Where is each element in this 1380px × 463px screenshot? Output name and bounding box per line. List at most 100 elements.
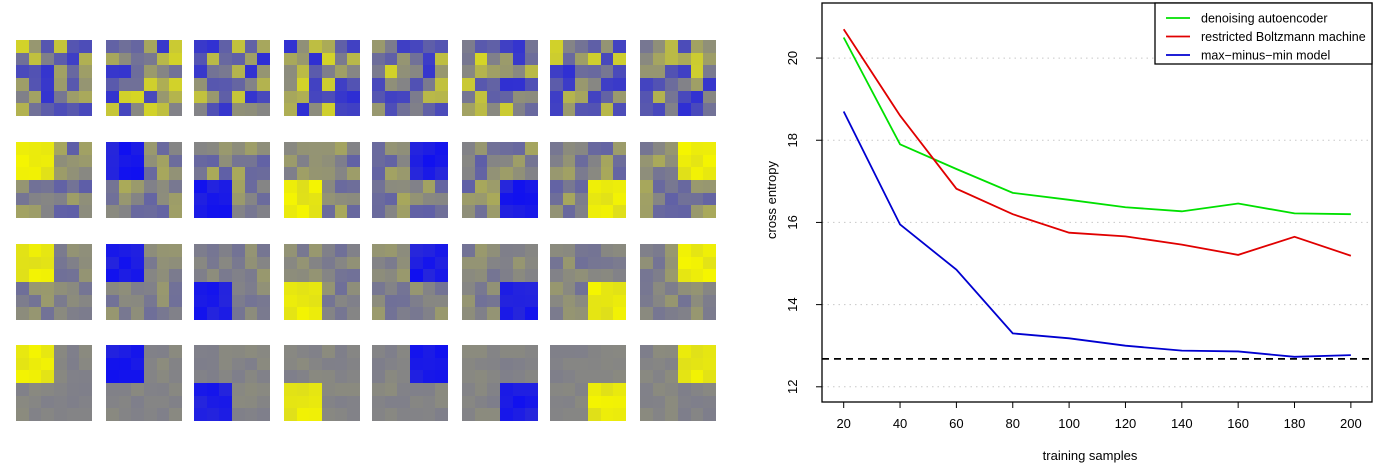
filter-cell [703, 281, 716, 295]
filter-cell [474, 345, 488, 358]
filter-cell [678, 281, 691, 295]
filter-cell [54, 256, 67, 270]
filter-cell [79, 256, 92, 270]
filter-cell [156, 142, 170, 155]
filter-cell [296, 345, 310, 358]
filter-cell [474, 370, 488, 383]
filter-cell [66, 192, 80, 206]
filter-cell [550, 179, 563, 193]
filter-cell [690, 382, 704, 396]
filter-cell [678, 269, 691, 282]
filter-cell [54, 370, 67, 383]
filter-cell [410, 244, 423, 257]
filter-cell [79, 205, 92, 218]
filter-cell [474, 408, 488, 421]
filter-cell [640, 205, 653, 218]
filter-cell [54, 357, 67, 371]
filter-cell [322, 395, 335, 409]
filter-cell [54, 77, 67, 91]
filter-cell [309, 269, 322, 282]
filter-cell [588, 90, 601, 104]
filter-cell [131, 244, 144, 257]
filter-cell [28, 142, 42, 155]
filter-cell [144, 154, 157, 168]
filter-cell [131, 52, 144, 66]
filter-cell [550, 269, 563, 282]
filter-tile [550, 40, 626, 116]
filter-cell [244, 294, 258, 308]
filter-cell [194, 256, 207, 270]
filter-tile [462, 142, 538, 218]
filter-cell [118, 294, 132, 308]
filter-cell [219, 269, 232, 282]
filter-cell [500, 77, 513, 91]
filter-cell [322, 154, 335, 168]
filter-cell [575, 154, 588, 168]
filter-tile [194, 142, 270, 218]
filter-cell [384, 370, 398, 383]
filter-cell [500, 281, 513, 295]
filter-cell [169, 395, 182, 409]
filter-cell [500, 345, 513, 358]
filter-cell [435, 154, 448, 168]
filter-cell [512, 77, 526, 91]
filter-cell [194, 294, 207, 308]
filter-cell [106, 294, 119, 308]
filter-cell [334, 65, 348, 78]
filter-cell [131, 395, 144, 409]
filter-cell [66, 294, 80, 308]
filter-cell [334, 103, 348, 116]
filter-cell [206, 244, 220, 257]
filter-cell [169, 40, 182, 53]
filter-cell [562, 192, 576, 206]
filter-cell [106, 256, 119, 270]
filter-cell [550, 77, 563, 91]
filter-cell [41, 345, 54, 358]
filter-cell [703, 77, 716, 91]
filter-cell [474, 382, 488, 396]
filter-cell [41, 167, 54, 180]
filter-cell [66, 395, 80, 409]
filter-cell [118, 244, 132, 257]
filter-cell [79, 345, 92, 358]
filter-cell [422, 65, 436, 78]
filter-cell [257, 205, 270, 218]
filter-cell [525, 65, 538, 78]
filter-cell [640, 256, 653, 270]
filter-cell [106, 357, 119, 371]
filter-cell [500, 65, 513, 78]
filter-cell [652, 244, 666, 257]
filter-cell [690, 167, 704, 180]
filter-cell [410, 395, 423, 409]
filter-cell [41, 103, 54, 116]
filter-cell [588, 142, 601, 155]
filter-cell [296, 382, 310, 396]
filter-cell [66, 408, 80, 421]
filter-cell [347, 179, 360, 193]
filter-cell [678, 52, 691, 66]
filter-cell [422, 40, 436, 53]
legend-label: max−minus−min model [1201, 49, 1330, 63]
filter-cell [257, 370, 270, 383]
filter-cell [665, 395, 678, 409]
filter-cell [309, 167, 322, 180]
filter-cell [372, 269, 385, 282]
filter-cell [232, 192, 245, 206]
filter-cell [54, 408, 67, 421]
filter-cell [296, 370, 310, 383]
filter-cell [474, 205, 488, 218]
filter-cell [156, 179, 170, 193]
filter-cell [474, 167, 488, 180]
filter-cell [665, 192, 678, 206]
filter-cell [487, 65, 500, 78]
filter-cell [397, 65, 410, 78]
filter-cell [588, 40, 601, 53]
filter-cell [384, 192, 398, 206]
filter-cell [640, 294, 653, 308]
filter-cell [257, 269, 270, 282]
filter-cell [79, 52, 92, 66]
filter-cell [600, 142, 614, 155]
filter-cell [322, 179, 335, 193]
filter-cell [372, 40, 385, 53]
filter-cell [665, 77, 678, 91]
